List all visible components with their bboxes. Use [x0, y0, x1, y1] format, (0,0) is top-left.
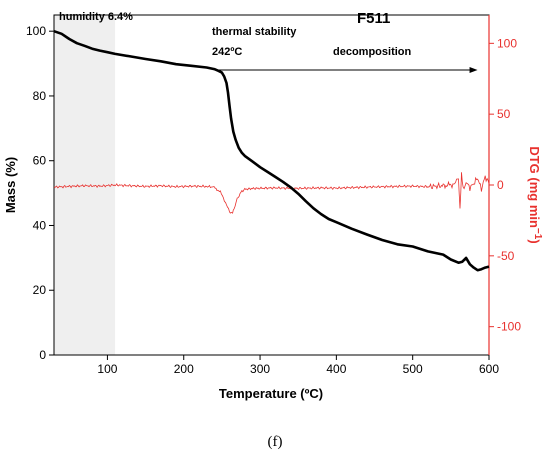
y-left-tick-label: 0 [39, 348, 46, 362]
y-right-tick-label: -100 [497, 320, 521, 334]
humidity-region [54, 15, 116, 355]
y-left-tick-label: 80 [33, 89, 47, 103]
chart-title: F511 [357, 10, 390, 27]
x-tick-label: 400 [326, 362, 346, 376]
y-left-tick-label: 100 [26, 24, 46, 38]
y-left-axis-label: Mass (%) [3, 157, 18, 213]
y-right-tick-label: 50 [497, 107, 511, 121]
arrow-head-icon [469, 67, 478, 74]
y-right-tick-label: -50 [497, 249, 515, 263]
y-left-tick-label: 20 [33, 283, 47, 297]
decomposition-label: decomposition [333, 46, 412, 58]
x-tick-label: 300 [250, 362, 270, 376]
mass-series-line [53, 29, 490, 272]
y-left-axis-ticks: 0 20 40 60 80 100 [26, 24, 54, 362]
y-right-tick-label: 100 [497, 36, 517, 50]
x-axis-label: Temperature (ºC) [219, 386, 323, 401]
figure-caption: (f) [267, 434, 283, 450]
humidity-label: humidity 6.4% [59, 11, 133, 23]
x-tick-label: 200 [174, 362, 194, 376]
y-right-axis-label: DTG (mg min−1) [527, 146, 543, 243]
dtg-series-line [53, 172, 490, 214]
thermal-stability-label: thermal stability [212, 26, 297, 38]
y-right-axis-ticks: -100 -50 0 50 100 [489, 36, 521, 334]
temperature-label: 242ºC [212, 46, 242, 58]
x-axis-ticks: 100 200 300 400 500 600 [97, 355, 499, 376]
y-right-tick-label: 0 [497, 178, 504, 192]
y-left-tick-label: 40 [33, 218, 47, 232]
x-tick-label: 500 [403, 362, 423, 376]
x-tick-label: 100 [97, 362, 117, 376]
y-left-tick-label: 60 [33, 154, 47, 168]
x-tick-label: 600 [479, 362, 499, 376]
